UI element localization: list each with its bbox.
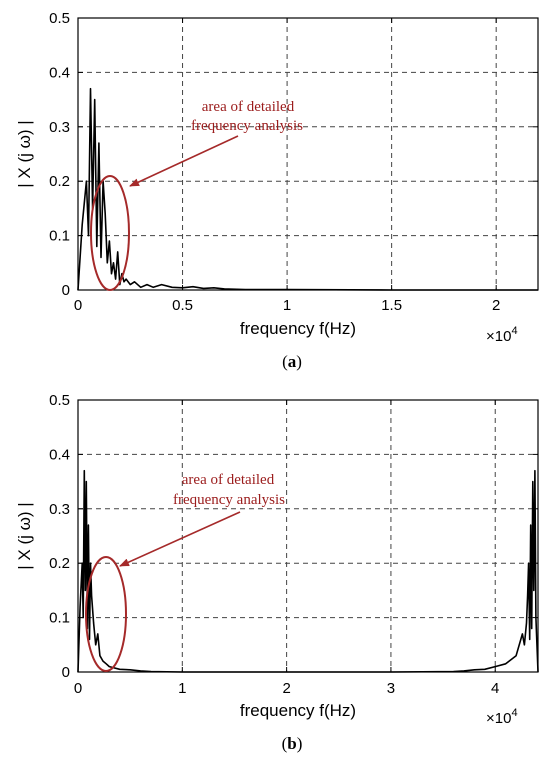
y-tick-label: 0.5 (49, 392, 70, 409)
axes-box (77, 17, 539, 291)
panel-caption: (a) (282, 352, 302, 371)
plot-area (78, 400, 538, 672)
annotation-text-line1: area of detailed (202, 99, 295, 115)
x-tick-label: 1 (283, 297, 291, 314)
y-axis-label: | X (j ω) | (15, 120, 34, 187)
annotation-text-line2: frequency analysis (191, 118, 303, 134)
caption-open-paren: ( (282, 352, 288, 371)
panel-a: 0 0.5 1 1.5 2 0 0.1 0.2 0.3 0.4 0.5 frequency f(Hz)… (15, 10, 539, 371)
annotation-ellipse (90, 175, 130, 291)
y-tick-label: 0.1 (49, 228, 70, 245)
annotation-text-line1: area of detailed (182, 472, 275, 488)
y-tick-label: 0 (62, 282, 70, 299)
y-tick-label: 0.2 (49, 173, 70, 190)
plot-area (78, 18, 538, 290)
x-tick-label: 2 (492, 297, 500, 314)
y-tick-label: 0.3 (49, 501, 70, 518)
x-tick-label: 0.5 (172, 297, 193, 314)
x-axis-multiplier: ×104 (486, 325, 518, 345)
caption-close-paren: ) (296, 352, 302, 371)
x-tick-label: 1 (178, 680, 186, 697)
y-tick-label: 0.4 (49, 446, 70, 463)
x-axis-multiplier-base: ×10 (486, 328, 511, 345)
x-axis-multiplier: ×104 (486, 707, 518, 727)
annotation-arrow (119, 511, 241, 567)
caption-open-paren: ( (282, 734, 288, 753)
caption-letter: b (287, 734, 296, 753)
x-axis-label: frequency f(Hz) (240, 319, 356, 338)
annotation-text-line2: frequency analysis (173, 492, 285, 508)
x-axis-multiplier-exponent: 4 (511, 325, 517, 337)
x-axis-label: frequency f(Hz) (240, 701, 356, 720)
x-axis-multiplier-exponent: 4 (511, 707, 517, 719)
caption-letter: a (288, 352, 297, 371)
y-tick-label: 0.3 (49, 119, 70, 136)
x-tick-label: 4 (491, 680, 499, 697)
y-tick-label: 0.5 (49, 10, 70, 27)
x-tick-label: 2 (282, 680, 290, 697)
y-tick-label: 0.2 (49, 555, 70, 572)
y-axis-label: | X (j ω) | (15, 502, 34, 569)
y-tick-label: 0.1 (49, 610, 70, 627)
x-tick-label: 0 (74, 297, 82, 314)
x-tick-label: 3 (387, 680, 395, 697)
x-tick-label: 1.5 (381, 297, 402, 314)
y-tick-label: 0.4 (49, 64, 70, 81)
caption-close-paren: ) (297, 734, 303, 753)
annotation-ellipse (85, 556, 127, 672)
axes-box (77, 399, 539, 673)
y-tick-label: 0 (62, 664, 70, 681)
x-tick-label: 0 (74, 680, 82, 697)
annotation-arrow (129, 135, 239, 187)
x-axis-multiplier-base: ×10 (486, 710, 511, 727)
panel-caption: (b) (282, 734, 303, 753)
